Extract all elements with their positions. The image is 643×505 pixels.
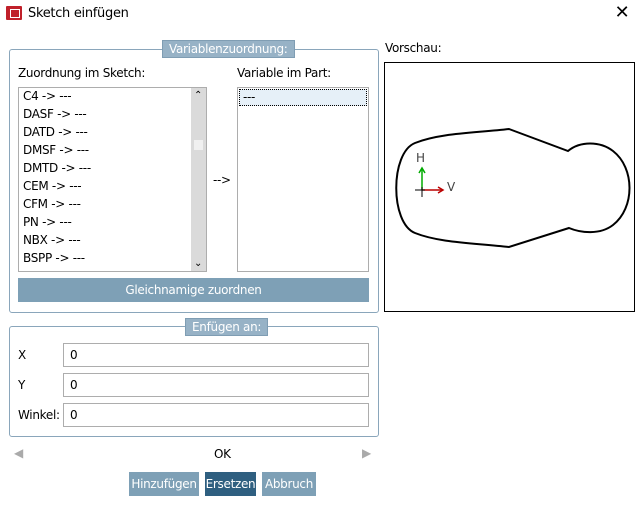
window-title: Sketch einfügen <box>28 6 129 21</box>
y-input[interactable]: 0 <box>63 373 369 397</box>
list-item[interactable]: PN -> --- <box>23 215 72 229</box>
list-item[interactable]: BSPP -> --- <box>23 251 85 265</box>
axis-v-label: V <box>447 180 455 194</box>
list-item[interactable]: NBX -> --- <box>23 233 81 247</box>
list-item[interactable]: CFM -> --- <box>23 197 81 211</box>
status-text: OK <box>214 447 231 461</box>
arrow-label: --> <box>213 173 231 187</box>
app-icon <box>6 6 22 20</box>
close-button[interactable]: ✕ <box>614 2 630 23</box>
insert-legend: Enfügen an: <box>185 318 269 336</box>
next-arrow-icon[interactable]: ▶ <box>362 446 371 460</box>
angle-input[interactable]: 0 <box>63 403 369 427</box>
list-item[interactable]: C4 -> --- <box>23 89 72 103</box>
scrollbar[interactable]: ⌃ ⌄ <box>191 88 206 271</box>
angle-label: Winkel: <box>18 408 60 422</box>
sketch-list[interactable]: ⌃ ⌄ C4 -> --- DASF -> --- DATD -> --- DM… <box>18 87 207 272</box>
replace-button[interactable]: Ersetzen <box>205 472 256 496</box>
part-label: Variable im Part: <box>237 66 331 80</box>
y-label: Y <box>18 378 26 392</box>
cancel-button[interactable]: Abbruch <box>262 472 316 496</box>
preview-label: Vorschau: <box>385 41 442 55</box>
match-names-button[interactable]: Gleichnamige zuordnen <box>18 278 369 302</box>
mapping-legend: Variablenzuordnung: <box>162 40 295 58</box>
prev-arrow-icon[interactable]: ◀ <box>14 446 23 460</box>
x-label: X <box>18 348 26 362</box>
list-item[interactable]: DASF -> --- <box>23 107 87 121</box>
preview-canvas: H V <box>384 62 635 312</box>
chevron-down-icon[interactable]: ⌄ <box>194 258 203 269</box>
part-list[interactable]: --- <box>237 87 369 272</box>
list-item[interactable]: DATD -> --- <box>23 125 88 139</box>
sketch-label: Zuordnung im Sketch: <box>18 66 146 80</box>
list-item[interactable]: DMTD -> --- <box>23 161 91 175</box>
axis-h-label: H <box>416 151 425 165</box>
list-item[interactable]: --- <box>239 89 367 106</box>
sketch-outline <box>395 127 631 249</box>
list-item[interactable]: DMSF -> --- <box>23 143 89 157</box>
x-input[interactable]: 0 <box>63 343 369 367</box>
chevron-up-icon[interactable]: ⌃ <box>194 90 203 101</box>
list-item[interactable]: CEM -> --- <box>23 179 82 193</box>
add-button[interactable]: Hinzufügen <box>129 472 199 496</box>
scroll-thumb[interactable] <box>194 140 203 150</box>
